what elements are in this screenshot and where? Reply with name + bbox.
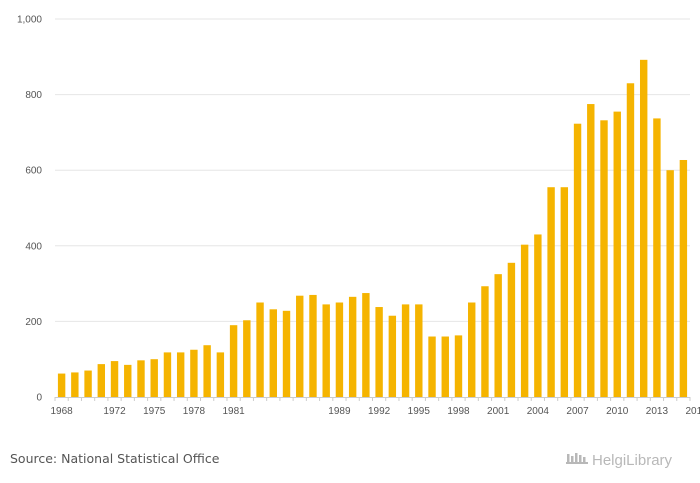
- x-tick-label: 2010: [606, 406, 629, 417]
- y-tick-label: 400: [25, 241, 42, 252]
- library-icon: [566, 453, 588, 464]
- bar: [84, 370, 92, 397]
- x-tick-label: 2001: [487, 406, 510, 417]
- bar: [309, 294, 317, 397]
- bar: [97, 364, 106, 397]
- bar: [110, 361, 119, 397]
- bar: [388, 315, 397, 397]
- y-tick-label: 1,000: [17, 15, 42, 26]
- bar: [322, 304, 330, 397]
- gridlines: [55, 18, 690, 322]
- bar: [150, 359, 158, 397]
- x-tick-label: 2016: [685, 406, 700, 417]
- bar: [547, 187, 555, 397]
- bar: [666, 170, 674, 397]
- bar: [71, 372, 79, 397]
- x-tick-label: 2013: [646, 406, 669, 417]
- bars: [57, 59, 688, 398]
- bar: [256, 302, 264, 397]
- bar: [534, 234, 542, 397]
- bar: [613, 111, 621, 398]
- bar: [639, 59, 648, 397]
- bar: [600, 120, 608, 397]
- bar: [441, 336, 449, 397]
- bar: [653, 118, 661, 397]
- bar: [468, 302, 476, 397]
- bar: [243, 320, 251, 397]
- x-axis-ticks: [54, 397, 691, 401]
- bar: [428, 336, 436, 397]
- source-note: Source: National Statistical Office: [10, 451, 220, 466]
- x-tick-label: 1975: [143, 406, 166, 417]
- bar: [269, 309, 277, 397]
- bar: [203, 345, 211, 397]
- bar: [520, 244, 529, 397]
- x-tick-label: 1995: [408, 406, 431, 417]
- y-tick-label: 600: [25, 166, 42, 177]
- x-tick-label: 1989: [328, 406, 351, 417]
- x-tick-label: 1981: [222, 406, 245, 417]
- bar: [229, 325, 238, 397]
- bar: [415, 304, 423, 397]
- y-axis-labels: 0 200 400 600 800 1,000: [17, 15, 42, 404]
- x-tick-label: 1972: [103, 406, 126, 417]
- y-tick-label: 0: [36, 393, 42, 404]
- bar: [573, 123, 582, 398]
- x-tick-label: 1998: [447, 406, 470, 417]
- bar: [587, 104, 595, 398]
- x-tick-label: 1978: [183, 406, 206, 417]
- x-tick-label: 1992: [368, 406, 391, 417]
- x-axis-labels: 1968 1972 1975 1978 1981 1989 1992 1995 1998 2001…: [50, 406, 700, 417]
- bar: [494, 274, 502, 397]
- y-tick-label: 800: [25, 90, 42, 101]
- bar: [507, 262, 516, 397]
- bar: [124, 364, 132, 397]
- bar: [216, 352, 225, 397]
- bar: [190, 349, 198, 397]
- bar: [454, 335, 463, 397]
- bar: [375, 307, 383, 397]
- x-tick-label: 2007: [566, 406, 589, 417]
- bar: [335, 302, 344, 397]
- bar: [176, 352, 185, 397]
- bar: [679, 159, 688, 397]
- bar: [282, 310, 291, 397]
- x-tick-label: 1968: [50, 406, 73, 417]
- bar: [362, 293, 370, 397]
- bar: [296, 295, 304, 397]
- bar: [626, 83, 635, 397]
- bar: [137, 360, 145, 397]
- x-tick-label: 2004: [527, 406, 550, 417]
- bar: [401, 304, 410, 397]
- bar: [163, 352, 172, 397]
- helgi-library-logo: HelgiLibrary: [566, 452, 673, 469]
- logo-text: HelgiLibrary: [592, 452, 673, 469]
- bar: [481, 286, 489, 397]
- bar: [348, 296, 357, 397]
- y-tick-label: 200: [25, 317, 42, 328]
- bar: [57, 373, 66, 397]
- bar: [560, 187, 569, 397]
